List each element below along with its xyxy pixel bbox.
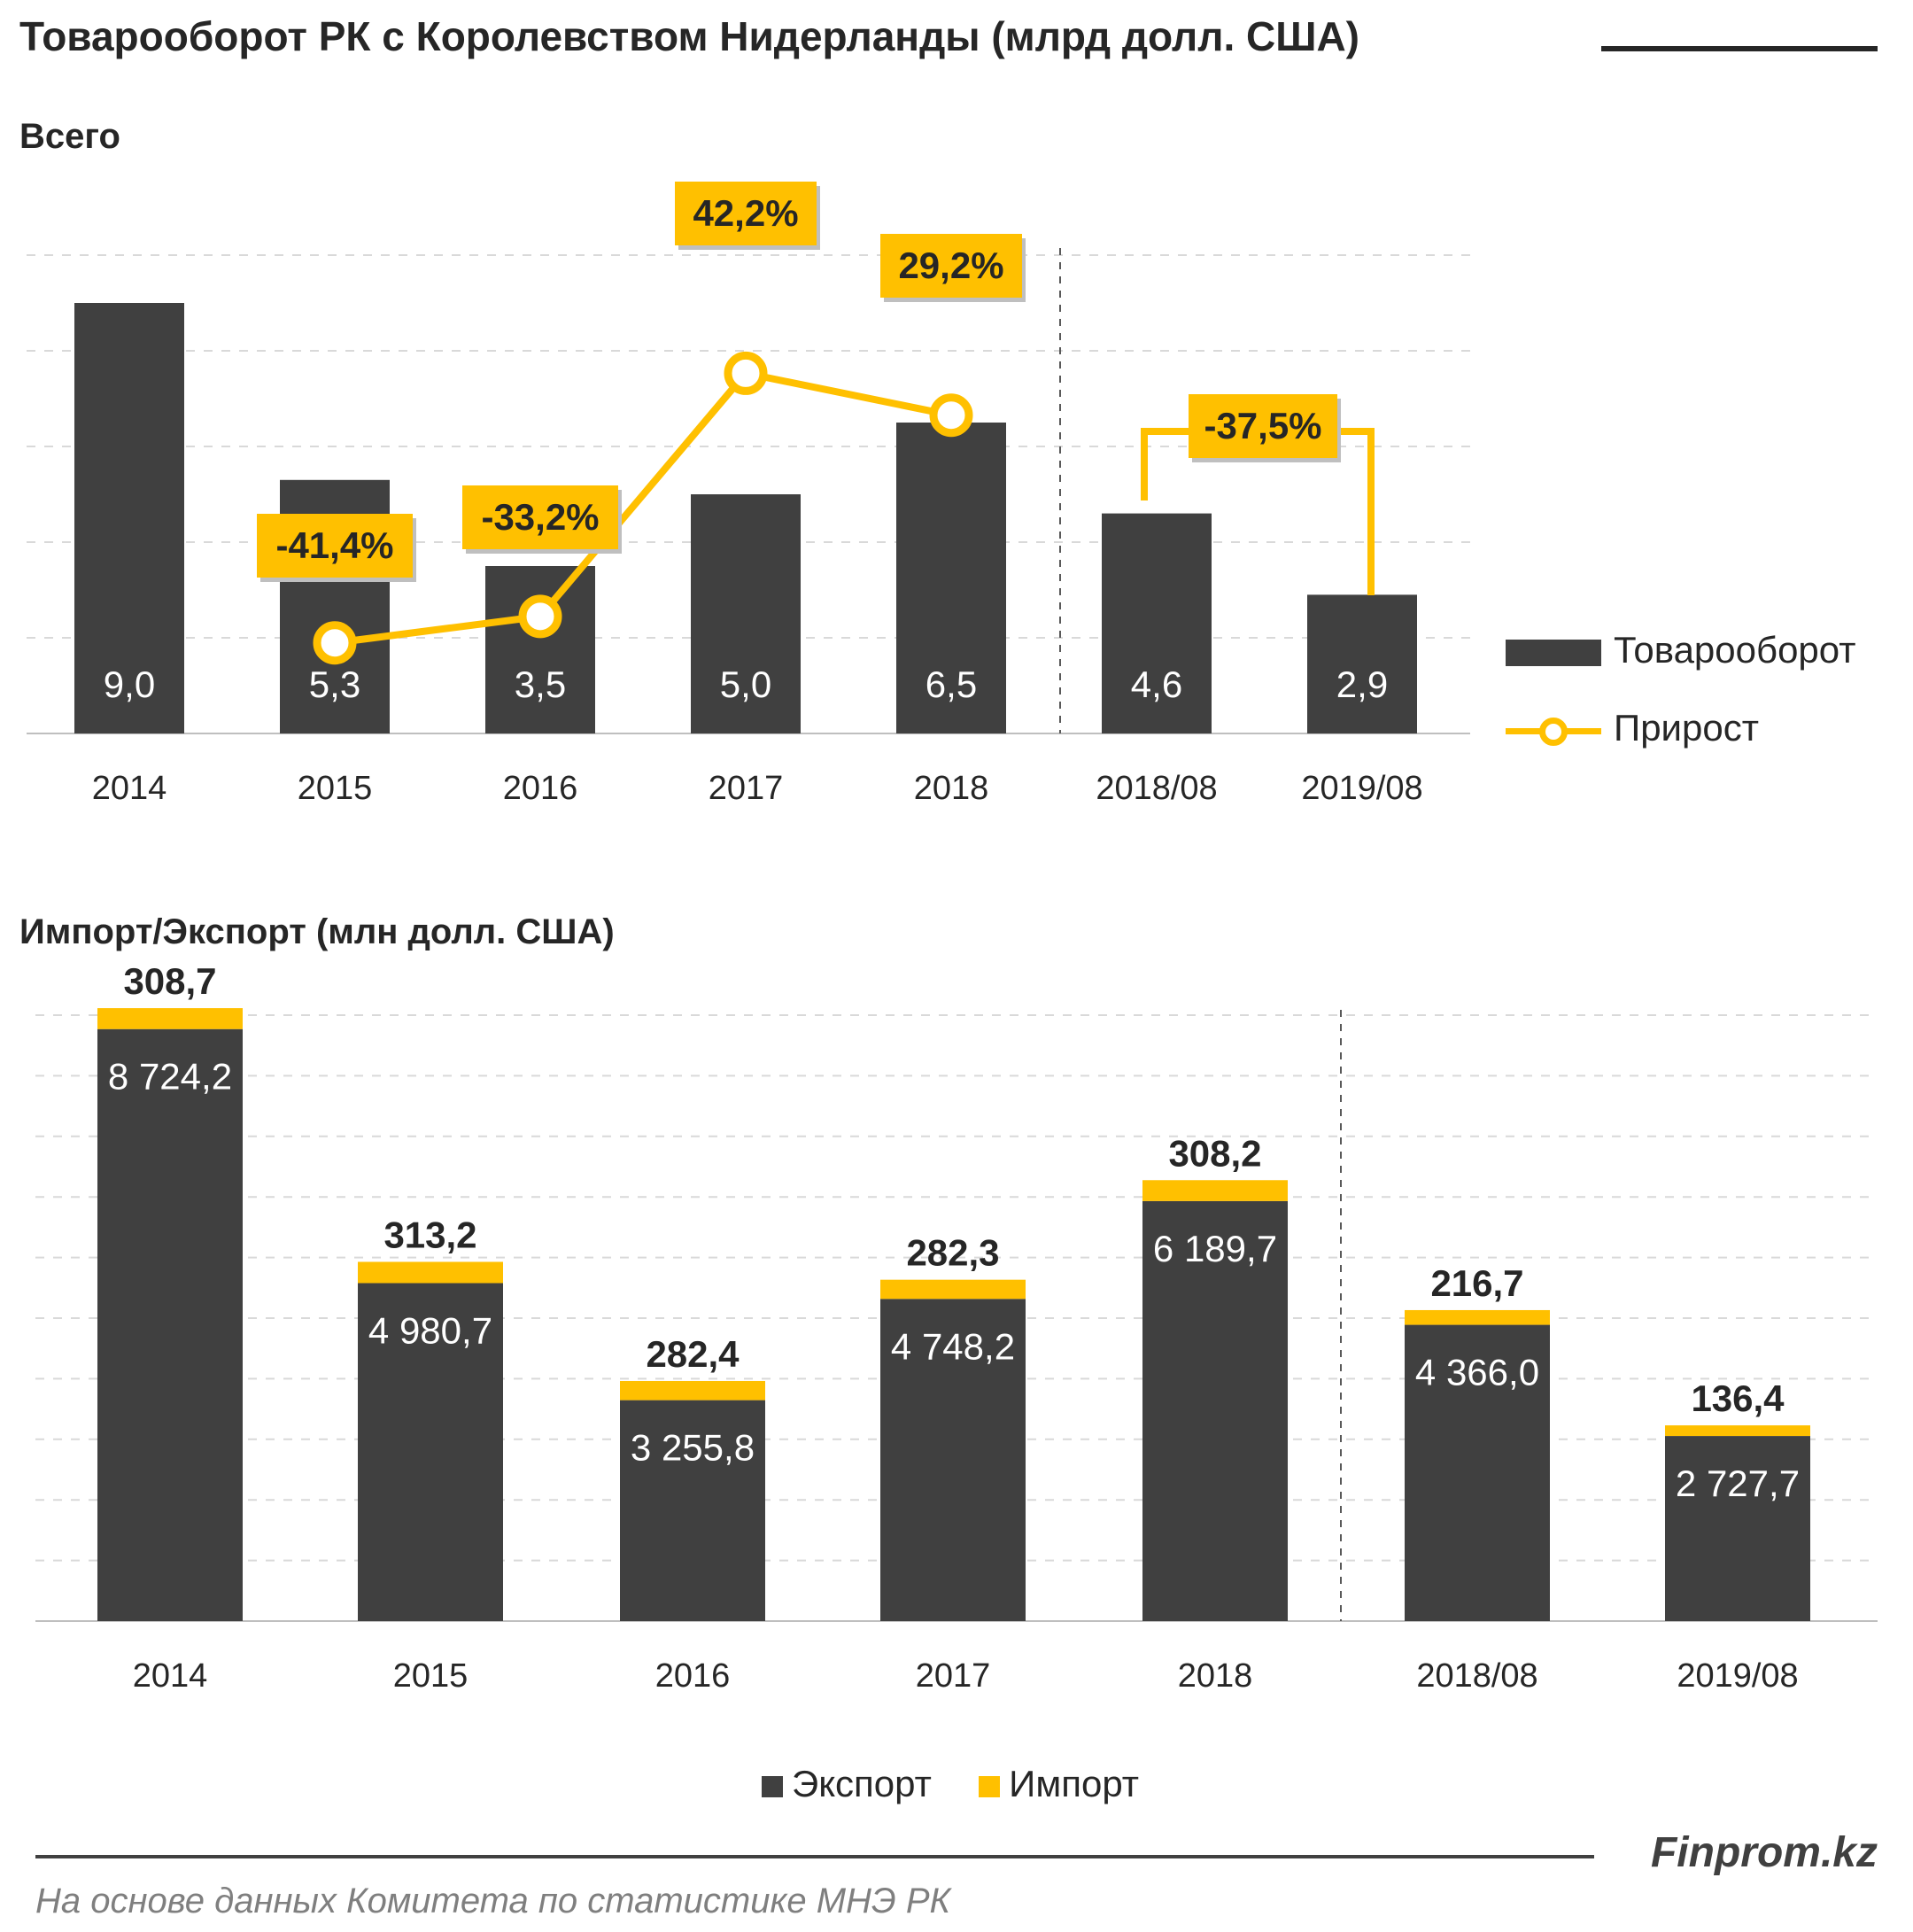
- export-value-label: 4 366,0: [1415, 1352, 1539, 1393]
- growth-point: [518, 594, 562, 639]
- bar-import: [620, 1380, 765, 1401]
- x-tick-label: 2018: [1178, 1657, 1253, 1695]
- bar-import: [1665, 1425, 1810, 1437]
- chart-title: Товарооборот РК с Королевством Нидерланд…: [19, 13, 1359, 59]
- brand-logo: Finprom.kz: [1650, 1829, 1878, 1876]
- bar-turnover: [1307, 594, 1417, 733]
- import-value-label: 282,4: [646, 1333, 740, 1375]
- bar-value-label: 5,0: [720, 663, 771, 705]
- x-tick-label: 2019/08: [1677, 1657, 1798, 1695]
- x-tick-label: 2018/08: [1096, 770, 1217, 807]
- export-value-label: 4 980,7: [368, 1309, 492, 1351]
- chart2-legend: Экспорт Импорт: [762, 1763, 1139, 1805]
- growth-label-box: [257, 514, 413, 578]
- bar-value-label: 9,0: [104, 663, 155, 705]
- x-tick-label: 2015: [393, 1657, 469, 1695]
- bar-import: [97, 1008, 243, 1029]
- export-value-label: 6 189,7: [1153, 1228, 1277, 1269]
- x-tick-label: 2017: [709, 770, 784, 807]
- x-tick-label: 2016: [655, 1657, 731, 1695]
- title-rule: [1601, 46, 1878, 51]
- bar-value-label: 5,3: [309, 663, 360, 705]
- growth-label-box: [462, 485, 618, 549]
- bar-turnover: [691, 494, 801, 733]
- x-tick-label: 2018: [914, 770, 989, 807]
- source-note: На основе данных Комитета по статистике …: [35, 1882, 951, 1920]
- legend-swatch-export: [762, 1775, 783, 1797]
- chart2-subtitle: Импорт/Экспорт (млн долл. США): [19, 912, 615, 951]
- bar-value-label: 2,9: [1336, 663, 1388, 705]
- bar-import: [1405, 1309, 1550, 1325]
- bar-export: [1142, 1200, 1288, 1621]
- growth-label-box: [880, 234, 1022, 298]
- growth-label: -33,2%: [481, 496, 599, 538]
- import-value-label: 308,2: [1168, 1132, 1261, 1174]
- x-tick-label: 2017: [916, 1657, 991, 1695]
- bar-export: [358, 1283, 503, 1621]
- period-growth-label-box: [1189, 394, 1337, 458]
- import-export-chart: 8 724,2 308,7 2014 4 980,7 313,2 2015 3 255,8 2…: [35, 960, 1878, 1695]
- growth-line: [334, 369, 952, 647]
- growth-label-box: [675, 182, 817, 245]
- x-tick-label: 2015: [298, 770, 373, 807]
- bar-value-label: 3,5: [515, 663, 566, 705]
- growth-label: 42,2%: [693, 192, 798, 234]
- growth-label: 29,2%: [898, 244, 1003, 286]
- x-tick-label: 2019/08: [1301, 770, 1422, 807]
- bar-export: [1405, 1324, 1550, 1621]
- legend-item-growth: Прирост: [1506, 707, 1759, 749]
- bar-import: [1142, 1180, 1288, 1201]
- legend-item-turnover: Товарооборот: [1506, 629, 1855, 671]
- growth-point: [313, 621, 357, 665]
- bar-export: [620, 1400, 765, 1621]
- legend-label-growth: Прирост: [1614, 707, 1759, 749]
- total-turnover-chart: 9,0 2014 5,3 2015 3,5 2016 5,0 2017 6,5 2018 4,6 20…: [27, 182, 1470, 807]
- bar-import: [358, 1261, 503, 1284]
- bar-turnover: [1102, 513, 1212, 733]
- import-value-label: 136,4: [1691, 1377, 1785, 1419]
- import-value-label: 216,7: [1430, 1262, 1523, 1304]
- legend-label-import: Импорт: [1009, 1763, 1139, 1804]
- bar-value-label: 4,6: [1131, 663, 1182, 705]
- bar-export: [97, 1028, 243, 1621]
- x-tick-label: 2014: [133, 1657, 208, 1695]
- bar-turnover: [485, 566, 595, 733]
- export-value-label: 8 724,2: [108, 1056, 232, 1098]
- export-value-label: 3 255,8: [631, 1427, 755, 1469]
- import-value-label: 282,3: [906, 1232, 999, 1274]
- bar-turnover: [896, 423, 1006, 733]
- legend-label-turnover: Товарооборот: [1614, 629, 1856, 671]
- x-tick-label: 2018/08: [1416, 1657, 1537, 1695]
- footer-rule: [35, 1855, 1594, 1858]
- legend-swatch-import: [979, 1775, 1001, 1797]
- bar-value-label: 6,5: [926, 663, 977, 705]
- growth-label: -41,4%: [275, 524, 393, 566]
- bar-import: [880, 1279, 1026, 1300]
- legend-swatch-turnover: [1506, 639, 1601, 666]
- bar-export: [1665, 1436, 1810, 1621]
- x-tick-label: 2016: [503, 770, 578, 807]
- growth-point: [929, 393, 973, 438]
- bar-turnover: [74, 303, 184, 733]
- export-value-label: 2 727,7: [1676, 1463, 1800, 1504]
- x-tick-label: 2014: [92, 770, 167, 807]
- export-value-label: 4 748,2: [891, 1325, 1015, 1367]
- chart1-subtitle: Всего: [19, 117, 120, 156]
- import-value-label: 313,2: [383, 1214, 476, 1255]
- bar-export: [880, 1299, 1026, 1621]
- legend-swatch-growth: [1506, 716, 1601, 746]
- import-value-label: 308,7: [123, 960, 216, 1002]
- legend-label-export: Экспорт: [792, 1763, 932, 1804]
- growth-point: [724, 351, 768, 395]
- period-growth-label: -37,5%: [1204, 405, 1321, 446]
